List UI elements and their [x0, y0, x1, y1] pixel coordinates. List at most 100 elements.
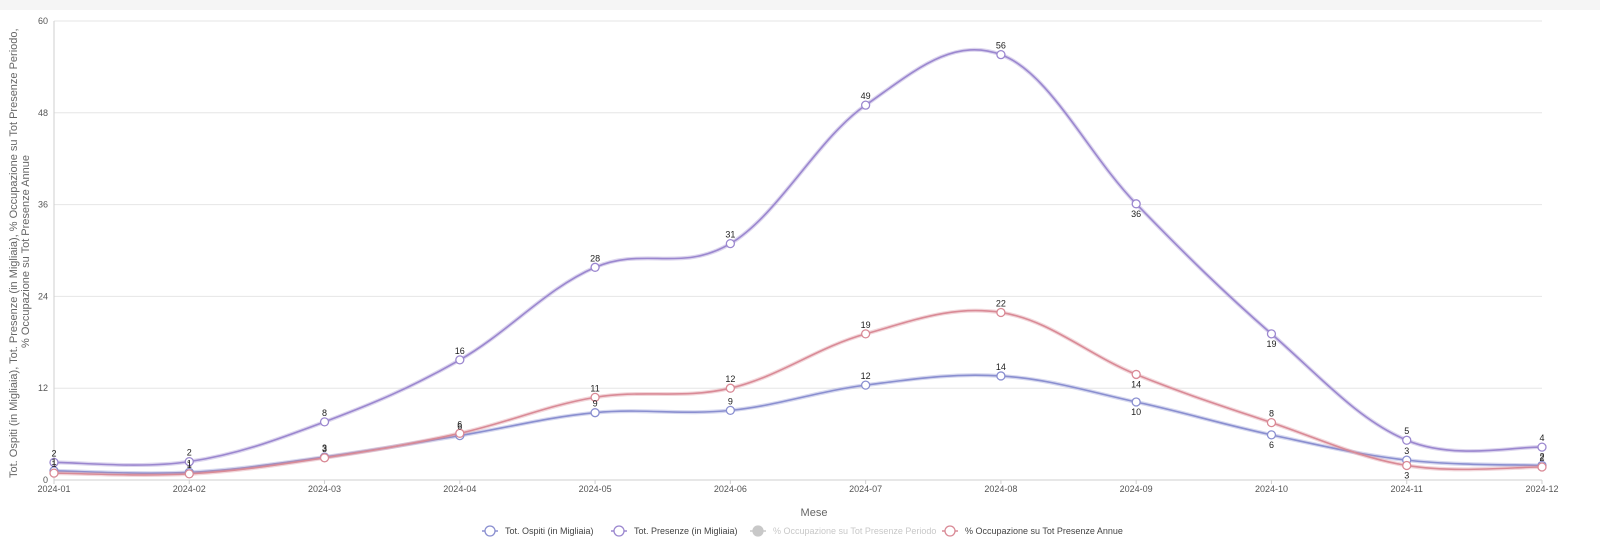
data-point-ospiti[interactable] — [1266, 430, 1277, 440]
data-point-annue[interactable] — [1537, 462, 1547, 472]
data-point-presenze[interactable] — [319, 417, 330, 427]
data-point-annue[interactable] — [184, 469, 194, 479]
x-tick-label: 2024-01 — [37, 484, 70, 494]
data-point-presenze[interactable] — [1266, 329, 1277, 339]
data-point-ospiti[interactable] — [1131, 397, 1141, 407]
data-point-annue[interactable] — [49, 468, 59, 478]
data-label-ospiti: 2 — [1539, 451, 1544, 461]
data-label-annue: 1 — [51, 459, 56, 469]
data-point-annue[interactable] — [455, 428, 465, 438]
data-label-presenze: 49 — [861, 91, 871, 101]
data-point-ospiti[interactable] — [996, 371, 1006, 381]
x-tick-label: 2024-06 — [714, 484, 747, 494]
data-point-ospiti[interactable] — [860, 380, 871, 390]
legend-label: Tot. Ospiti (in Migliaia) — [505, 526, 594, 536]
data-label-annue: 3 — [322, 444, 327, 454]
data-label-presenze: 4 — [1539, 433, 1544, 443]
legend-marker — [484, 525, 496, 537]
data-label-ospiti: 12 — [861, 371, 871, 381]
series-line-halo-ospiti — [53, 373, 1543, 476]
data-label-annue: 12 — [725, 374, 735, 384]
y-axis-title: Tot. Ospiti (in Migliaia), Tot. Presenze… — [8, 28, 32, 478]
data-label-ospiti: 6 — [457, 422, 462, 432]
y-tick-label: 12 — [38, 383, 48, 393]
x-axis-title: Mese — [801, 507, 828, 519]
y-tick-label: 0 — [43, 475, 48, 485]
data-point-annue[interactable] — [1131, 369, 1141, 380]
data-point-presenze[interactable] — [1131, 199, 1141, 209]
data-label-ospiti: 3 — [322, 443, 327, 453]
x-tick-label: 2024-08 — [984, 484, 1017, 494]
data-label-annue: 8 — [1269, 409, 1274, 419]
data-point-ospiti[interactable] — [590, 408, 600, 418]
x-tick-label: 2024-10 — [1255, 484, 1288, 494]
data-label-annue: 19 — [861, 320, 871, 330]
data-label-presenze: 2 — [187, 448, 192, 458]
y-tick-label: 36 — [38, 200, 48, 210]
legend-label: % Occupazione su Tot Presenze Periodo — [773, 526, 936, 536]
series-line-ospiti — [53, 374, 1543, 474]
data-label-ospiti: 14 — [996, 362, 1006, 372]
data-label-presenze: 16 — [455, 346, 465, 356]
y-axis-title-line-2: % Occupazione su Tot Presenze Annue — [20, 155, 32, 348]
legend-item-periodo[interactable]: % Occupazione su Tot Presenze Periodo — [750, 525, 936, 537]
data-point-presenze[interactable] — [455, 355, 465, 365]
data-label-annue: 3 — [1404, 470, 1409, 480]
data-label-annue: 2 — [1539, 453, 1544, 463]
data-label-annue: 6 — [457, 419, 462, 429]
data-point-presenze[interactable] — [1537, 442, 1547, 452]
data-label-presenze: 2 — [51, 448, 56, 458]
data-points[interactable] — [49, 50, 1547, 479]
series-line-halo-annue — [53, 308, 1543, 477]
series-line-presenze — [53, 49, 1543, 466]
data-label-ospiti: 1 — [187, 458, 192, 468]
data-point-annue[interactable] — [860, 329, 871, 339]
y-tick-label: 24 — [38, 291, 48, 301]
data-point-ospiti[interactable] — [725, 405, 736, 416]
data-label-presenze: 28 — [590, 253, 600, 263]
legend-item-ospiti[interactable]: Tot. Ospiti (in Migliaia) — [482, 525, 594, 537]
series-line-halo-presenze — [53, 47, 1543, 468]
data-label-presenze: 8 — [322, 408, 327, 418]
data-point-annue[interactable] — [1266, 417, 1277, 428]
legend-item-annue[interactable]: % Occupazione su Tot Presenze Annue — [942, 525, 1123, 537]
data-point-annue[interactable] — [590, 392, 600, 403]
data-point-presenze[interactable] — [1402, 435, 1412, 445]
legend-item-presenze[interactable]: Tot. Presenze (in Migliaia) — [611, 525, 738, 537]
data-label-ospiti: 10 — [1131, 407, 1141, 417]
x-tick-label: 2024-09 — [1120, 484, 1153, 494]
y-axis-title-line-1: Tot. Ospiti (in Migliaia), Tot. Presenze… — [8, 28, 20, 478]
gridlines — [53, 20, 1542, 481]
x-tick-label: 2024-11 — [1391, 484, 1423, 494]
data-point-presenze[interactable] — [184, 456, 194, 467]
data-point-presenze[interactable] — [996, 50, 1006, 60]
legend-marker — [944, 525, 956, 537]
legend-marker — [613, 525, 625, 537]
data-label-annue: 14 — [1131, 379, 1141, 389]
data-point-presenze[interactable] — [725, 238, 736, 249]
data-point-annue[interactable] — [319, 453, 330, 463]
data-point-presenze[interactable] — [860, 100, 871, 110]
data-label-ospiti: 9 — [593, 399, 598, 409]
legend[interactable]: Tot. Ospiti (in Migliaia) Tot. Presenze (… — [482, 525, 1123, 537]
data-point-annue[interactable] — [725, 383, 736, 393]
legend-label: Tot. Presenze (in Migliaia) — [634, 526, 738, 536]
x-axis-ticks: 2024-01 2024-02 2024-03 2024-04 2024-05 2024-… — [37, 480, 1559, 494]
data-label-annue: 1 — [187, 460, 192, 470]
series-lines — [53, 47, 1543, 477]
y-tick-label: 48 — [38, 108, 48, 118]
data-label-annue: 22 — [996, 298, 1006, 308]
x-tick-label: 2024-02 — [173, 484, 206, 494]
legend-marker — [752, 525, 764, 537]
legend-label: % Occupazione su Tot Presenze Annue — [965, 526, 1123, 536]
data-label-ospiti: 1 — [51, 457, 56, 467]
data-point-presenze[interactable] — [590, 262, 600, 272]
data-label-presenze: 31 — [725, 230, 735, 240]
data-point-annue[interactable] — [996, 307, 1006, 318]
y-axis-ticks: 0 12 24 36 48 60 — [38, 16, 48, 485]
x-tick-label: 2024-05 — [579, 484, 612, 494]
data-point-presenze[interactable] — [49, 457, 59, 468]
data-point-annue[interactable] — [1402, 460, 1412, 471]
